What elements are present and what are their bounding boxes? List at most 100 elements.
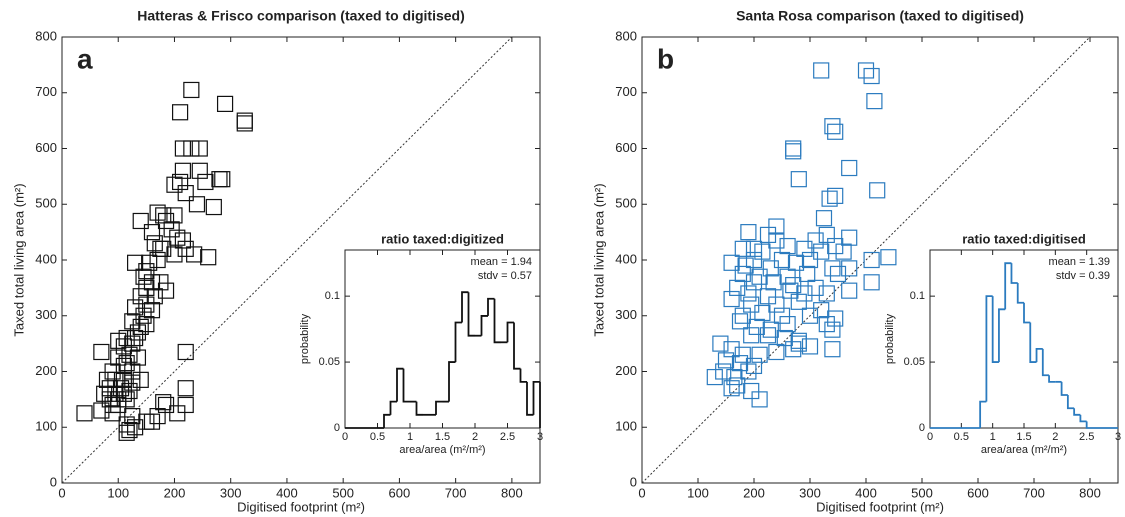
hist-close [1085, 421, 1118, 429]
scatter-marker [216, 95, 234, 113]
y-tick-label: 300 [615, 307, 637, 322]
scatter-marker [186, 246, 203, 263]
x-tick-label: 0.5 [954, 431, 969, 443]
scatter-marker [177, 185, 194, 202]
scatter-marker [734, 240, 751, 257]
scatter-marker [768, 296, 785, 313]
scatter-marker [177, 396, 194, 414]
y-tick-label: 0 [334, 422, 340, 434]
scatter-marker [723, 380, 740, 397]
hist-step [435, 400, 443, 415]
scatter-marker [829, 265, 847, 283]
scatter-marker [174, 232, 192, 249]
scatter-marker [737, 257, 754, 274]
scatter-marker [863, 274, 880, 291]
scatter-marker [745, 274, 763, 291]
scatter-marker [107, 385, 124, 402]
scatter-marker [785, 143, 802, 160]
scatter-marker [163, 221, 180, 238]
hist-step [415, 401, 423, 416]
hist-step [526, 381, 534, 416]
hist-step [998, 308, 1006, 363]
hist-step [991, 296, 999, 363]
y-tick-label: 800 [615, 28, 637, 43]
scatter-marker [149, 251, 166, 269]
scatter-marker [768, 218, 785, 235]
scatter-marker [98, 371, 116, 388]
x-tick-label: 3 [537, 431, 543, 443]
scatter-marker [129, 349, 147, 366]
scatter-marker [759, 226, 777, 244]
y-axis-label: Taxed total living area (m²) [591, 183, 606, 336]
scatter-marker [782, 282, 799, 299]
scatter-marker [141, 254, 158, 271]
hist-step [448, 361, 456, 402]
scatter-marker [177, 240, 194, 257]
scatter-marker [127, 299, 144, 316]
scatter-marker [729, 279, 746, 296]
scatter-marker [824, 341, 841, 358]
hist-step [467, 292, 475, 337]
hist-step [1004, 262, 1012, 310]
scatter-marker [765, 274, 782, 291]
hist-step [1048, 375, 1056, 383]
x-tick-label: 1 [990, 431, 996, 443]
scatter-marker [751, 346, 768, 363]
scatter-marker [866, 93, 883, 110]
x-tick-label: 1.5 [1016, 431, 1031, 443]
scatter-marker [121, 382, 138, 400]
hist-step [979, 400, 987, 428]
hist-step [454, 321, 462, 363]
y-tick-label: 800 [35, 28, 57, 43]
y-tick-label: 300 [35, 307, 57, 322]
x-tick-label: 100 [107, 485, 129, 500]
scatter-marker [743, 382, 760, 400]
hist-step [1073, 408, 1081, 416]
scatter-marker [112, 380, 130, 397]
inset-title: ratio taxed:digitised [962, 231, 1086, 246]
hist-step [532, 380, 540, 415]
scatter-marker [824, 118, 841, 135]
scatter-marker [135, 268, 152, 285]
scatter-marker [132, 212, 149, 230]
scatter-marker [813, 302, 830, 319]
scatter-marker [138, 263, 155, 280]
scatter-marker [169, 229, 186, 246]
scatter-marker [768, 343, 785, 361]
scatter-marker [815, 210, 833, 227]
x-tick-label: 500 [332, 485, 354, 500]
y-tick-label: 600 [35, 140, 57, 155]
y-tick-label: 500 [35, 196, 57, 211]
inset-y-label: probability [299, 313, 311, 364]
scatter-marker [155, 207, 172, 224]
scatter-marker [146, 235, 163, 252]
scatter-marker [132, 371, 149, 388]
scatter-marker [880, 249, 897, 266]
scatter-marker [155, 240, 172, 257]
scatter-marker [138, 316, 155, 333]
hist-step [1079, 414, 1087, 423]
scatter-marker [143, 224, 161, 241]
x-tick-label: 800 [1079, 485, 1101, 500]
scatter-marker [824, 260, 841, 277]
scatter-marker [745, 240, 763, 257]
scatter-marker [124, 363, 141, 380]
x-tick-label: 100 [687, 485, 709, 500]
scatter-marker [138, 279, 155, 296]
scatter-marker [166, 176, 183, 193]
x-axis-label: Digitised footprint (m²) [816, 499, 944, 514]
scatter-marker [754, 243, 771, 260]
scatter-marker [177, 343, 194, 361]
scatter-marker [723, 341, 740, 358]
scatter-marker [110, 396, 127, 414]
inset-x-label: area/area (m²/m²) [399, 444, 485, 456]
scatter-marker [166, 246, 183, 263]
scatter-marker [127, 329, 144, 347]
x-tick-label: 0 [342, 431, 348, 443]
scatter-marker [790, 335, 807, 352]
scatter-marker [773, 307, 791, 324]
hist-step [493, 298, 501, 344]
scatter-marker [827, 310, 844, 327]
scatter-marker [801, 307, 819, 324]
scatter-marker [115, 338, 132, 355]
